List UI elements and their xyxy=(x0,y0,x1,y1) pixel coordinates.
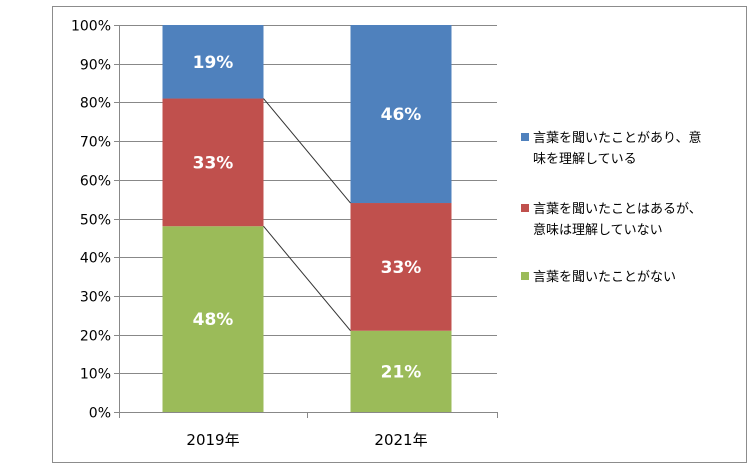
data-label: 48% xyxy=(193,310,234,330)
bar-segment xyxy=(162,98,264,227)
y-tick-label: 40% xyxy=(80,251,111,267)
bar-segment xyxy=(350,25,452,204)
y-tick-label: 10% xyxy=(80,367,111,383)
series-lines xyxy=(263,98,351,332)
series-connector-line xyxy=(263,225,351,332)
legend-entry-label: 言葉を聞いたことがあり、意 xyxy=(533,130,701,146)
y-tick-label: 80% xyxy=(80,96,111,112)
data-label: 46% xyxy=(381,105,422,125)
bar-segment xyxy=(350,203,452,331)
data-label: 19% xyxy=(193,53,234,73)
legend-swatch xyxy=(521,204,529,212)
legend-swatch xyxy=(521,272,529,280)
y-tick-label: 30% xyxy=(80,290,111,306)
data-labels: 48% 33% 19% 21% 33% 46% xyxy=(193,53,422,383)
y-tick-label: 50% xyxy=(80,213,111,229)
bar-segment xyxy=(162,226,264,412)
bar-segment xyxy=(350,330,452,412)
y-tick-label: 90% xyxy=(80,58,111,74)
bar-segment xyxy=(162,25,264,99)
y-tick-label: 0% xyxy=(89,406,111,422)
legend-entry-label: 言葉を聞いたことがない xyxy=(533,270,676,285)
series-connector-line xyxy=(263,98,351,204)
x-category-label: 2019年 xyxy=(186,431,239,449)
y-tick-label: 70% xyxy=(80,135,111,151)
axes: 0% 10% 20% 30% 40% 50% 60% 70% 80% 90% 100% 2019年 20… xyxy=(71,19,498,449)
y-tick-label: 60% xyxy=(80,174,111,190)
y-tick-label: 20% xyxy=(80,329,111,345)
data-label: 21% xyxy=(381,362,422,382)
legend-entry-label: 意味は理解していない xyxy=(533,222,663,238)
legend-swatch xyxy=(521,133,529,141)
legend: 言葉を聞いたことがあり、意味を理解している言葉を聞いたことはあるが、意味は理解し… xyxy=(521,130,702,285)
legend-entry-label: 言葉を聞いたことはあるが、 xyxy=(533,202,702,217)
data-label: 33% xyxy=(381,258,422,278)
data-label: 33% xyxy=(193,153,234,173)
bars xyxy=(162,25,452,412)
legend-entry-label: 味を理解している xyxy=(533,152,637,167)
x-category-label: 2021年 xyxy=(374,431,427,449)
y-tick-label: 100% xyxy=(71,19,111,35)
